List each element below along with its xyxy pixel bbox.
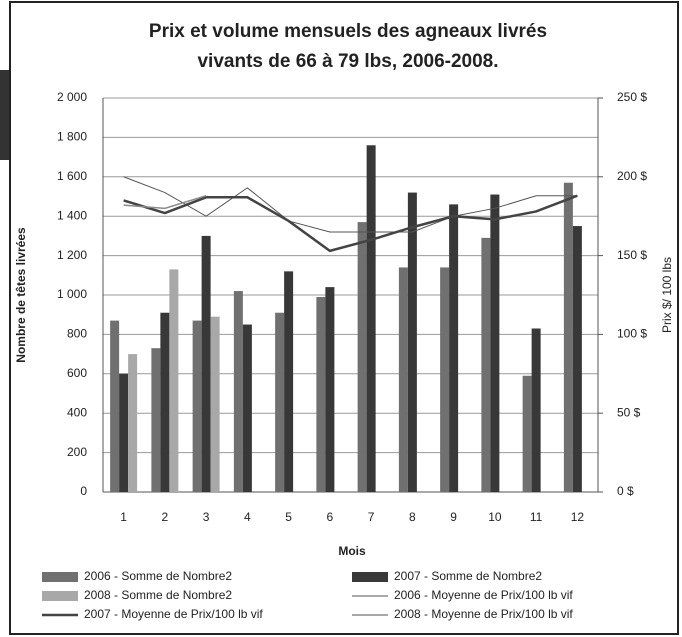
y-tick-label: 1 800 (57, 130, 87, 144)
legend-label: 2006 - Moyenne de Prix/100 lb vif (394, 588, 573, 602)
y-tick-label: 0 (80, 484, 87, 498)
price-line (123, 194, 578, 253)
y2-tick-label: 100 $ (617, 327, 647, 341)
bar (169, 269, 179, 492)
x-tick-label: 6 (327, 510, 334, 524)
x-tick-label: 9 (450, 510, 457, 524)
y-tick-label: 400 (67, 405, 87, 419)
legend-label: 2008 - Moyenne de Prix/100 lb vif (394, 607, 573, 621)
x-tick-label: 3 (203, 510, 210, 524)
bar (398, 267, 408, 492)
bar (128, 354, 138, 492)
bar (481, 237, 491, 492)
legend-label: 2006 - Somme de Nombre2 (84, 569, 232, 583)
bar (325, 287, 335, 492)
bar (572, 226, 582, 493)
bar (110, 320, 120, 492)
legend-swatch (42, 591, 78, 601)
bar (531, 328, 541, 492)
x-tick-label: 12 (571, 510, 585, 524)
legend-label: 2007 - Moyenne de Prix/100 lb vif (84, 607, 263, 621)
bar (119, 373, 129, 492)
y-tick-label: 600 (67, 366, 87, 380)
bar (366, 145, 376, 492)
price-line (123, 176, 578, 233)
legend-label: 2008 - Somme de Nombre2 (84, 588, 232, 602)
x-tick-label: 1 (120, 510, 127, 524)
legend-swatch (42, 572, 78, 582)
x-axis-label: Mois (338, 544, 366, 558)
x-tick-label: 5 (285, 510, 292, 524)
bar (192, 320, 202, 492)
y-tick-label: 1 200 (57, 248, 87, 262)
bar (490, 194, 500, 492)
y2-tick-label: 0 $ (617, 484, 634, 498)
legend-swatch (352, 572, 388, 582)
y-tick-label: 2 000 (57, 90, 87, 104)
legend-label: 2007 - Somme de Nombre2 (394, 569, 542, 583)
bar (563, 182, 573, 492)
bar (151, 348, 161, 492)
bar (316, 296, 326, 492)
bar (522, 375, 532, 492)
y-tick-label: 800 (67, 327, 87, 341)
bar (210, 316, 220, 492)
bar (407, 192, 417, 492)
y2-tick-label: 200 $ (617, 169, 647, 183)
bar (233, 291, 243, 492)
bar (242, 324, 252, 492)
y-axis-label: Nombre de têtes livrées (14, 227, 28, 363)
price-line (123, 194, 207, 210)
bar (275, 312, 285, 492)
bar (284, 271, 294, 492)
y-tick-label: 1 000 (57, 287, 87, 301)
chart-title: vivants de 66 à 79 lbs, 2006-2008. (197, 51, 498, 72)
bar (440, 267, 450, 492)
x-tick-label: 4 (244, 510, 251, 524)
y2-tick-label: 150 $ (617, 248, 647, 262)
y-tick-label: 1 400 (57, 208, 87, 222)
chart-title: Prix et volume mensuels des agneaux livr… (149, 21, 547, 42)
x-tick-label: 2 (162, 510, 169, 524)
edge-strip (0, 70, 10, 160)
bar (357, 222, 367, 493)
bar (201, 235, 211, 492)
x-tick-label: 7 (368, 510, 375, 524)
bar (160, 312, 170, 492)
y-tick-label: 1 600 (57, 169, 87, 183)
x-tick-label: 11 (530, 510, 543, 524)
x-tick-label: 8 (409, 510, 416, 524)
y2-tick-label: 50 $ (617, 405, 641, 419)
x-tick-label: 10 (488, 510, 502, 524)
bar (449, 204, 459, 492)
y-tick-label: 200 (67, 445, 87, 459)
y2-tick-label: 250 $ (617, 90, 647, 104)
y2-axis-label: Prix $/ 100 lbs (660, 257, 674, 333)
